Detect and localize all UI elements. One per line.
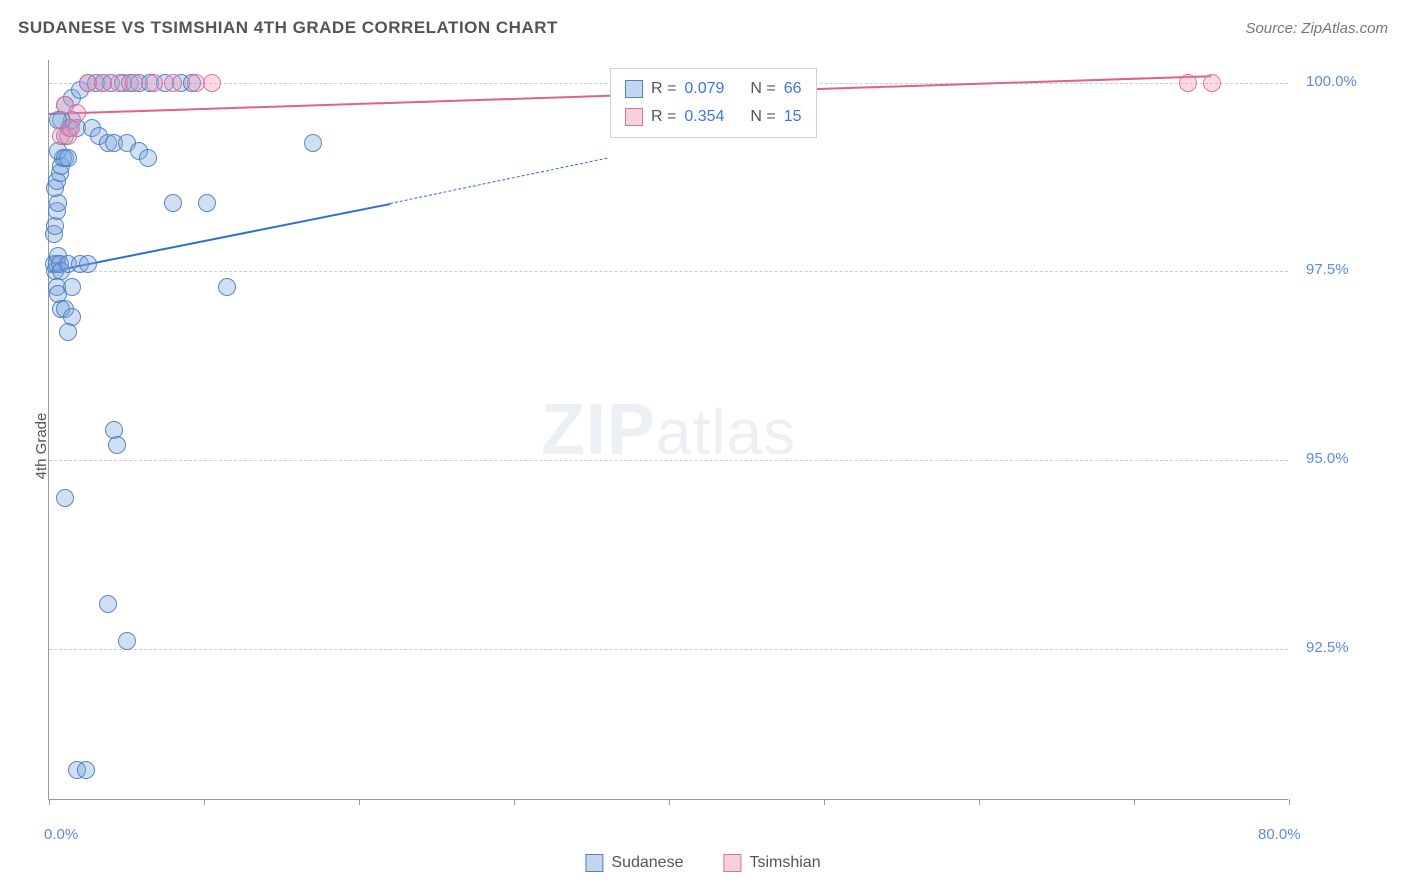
data-point (59, 323, 77, 341)
trend-line (49, 203, 390, 273)
stats-legend: R = 0.079 N = 66 R = 0.354 N = 15 (610, 68, 817, 138)
x-tick (1134, 799, 1135, 805)
x-tick (669, 799, 670, 805)
legend-swatch-icon (625, 80, 643, 98)
x-tick (979, 799, 980, 805)
data-point (99, 595, 117, 613)
n-label: N = (750, 75, 775, 103)
data-point (68, 104, 86, 122)
legend-item: Sudanese (585, 854, 683, 872)
data-point (49, 194, 67, 212)
legend-swatch-icon (585, 854, 603, 872)
data-point (125, 74, 143, 92)
data-point (108, 436, 126, 454)
stats-row: R = 0.354 N = 15 (625, 103, 802, 131)
chart-title: SUDANESE VS TSIMSHIAN 4TH GRADE CORRELAT… (18, 18, 558, 38)
n-value: 15 (784, 103, 802, 131)
gridline (49, 460, 1288, 461)
data-point (164, 194, 182, 212)
legend-swatch-icon (625, 108, 643, 126)
x-tick (1289, 799, 1290, 805)
data-point (77, 761, 95, 779)
gridline (49, 649, 1288, 650)
y-tick-label: 92.5% (1306, 639, 1349, 656)
data-point (1203, 74, 1221, 92)
data-point (198, 194, 216, 212)
data-point (59, 149, 77, 167)
x-tick (824, 799, 825, 805)
legend-label: Sudanese (611, 854, 683, 872)
x-tick (49, 799, 50, 805)
source-attribution: Source: ZipAtlas.com (1245, 20, 1388, 37)
legend-swatch-icon (723, 854, 741, 872)
gridline (49, 271, 1288, 272)
r-value: 0.354 (684, 103, 724, 131)
data-point (139, 149, 157, 167)
x-tick-label-min: 0.0% (44, 826, 78, 843)
watermark: ZIPatlas (541, 389, 796, 471)
y-tick-label: 97.5% (1306, 261, 1349, 278)
data-point (304, 134, 322, 152)
x-tick (359, 799, 360, 805)
data-point (1179, 74, 1197, 92)
plot-area: ZIPatlas (48, 60, 1288, 800)
x-tick (204, 799, 205, 805)
x-tick-label-max: 80.0% (1258, 826, 1301, 843)
r-value: 0.079 (684, 75, 724, 103)
legend-label: Tsimshian (749, 854, 820, 872)
data-point (56, 489, 74, 507)
data-point (203, 74, 221, 92)
data-point (164, 74, 182, 92)
stats-row: R = 0.079 N = 66 (625, 75, 802, 103)
data-point (145, 74, 163, 92)
data-point (63, 278, 81, 296)
legend-item: Tsimshian (723, 854, 820, 872)
data-point (218, 278, 236, 296)
r-label: R = (651, 75, 676, 103)
n-value: 66 (784, 75, 802, 103)
data-point (79, 255, 97, 273)
n-label: N = (750, 103, 775, 131)
trend-line (390, 158, 607, 204)
x-tick (514, 799, 515, 805)
series-legend: Sudanese Tsimshian (585, 854, 820, 872)
r-label: R = (651, 103, 676, 131)
y-tick-label: 100.0% (1306, 73, 1357, 90)
y-tick-label: 95.0% (1306, 450, 1349, 467)
data-point (118, 632, 136, 650)
